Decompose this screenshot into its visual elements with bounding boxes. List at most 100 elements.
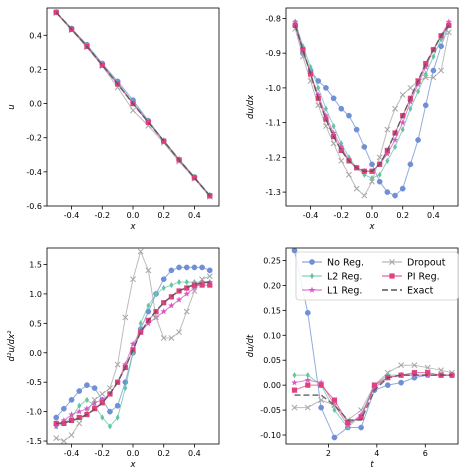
- data-point: [422, 74, 429, 81]
- x-tick-label: 2: [326, 449, 331, 458]
- data-point: [385, 157, 390, 164]
- x-tick-label: -0.2: [333, 211, 349, 220]
- data-point: [184, 285, 190, 291]
- series-l2-reg: [292, 372, 454, 431]
- data-point: [76, 388, 83, 394]
- x-axis-label: t: [370, 460, 374, 470]
- x-axis-label: x: [368, 222, 375, 232]
- data-point: [76, 420, 83, 427]
- data-point: [292, 22, 298, 28]
- data-point: [318, 382, 324, 388]
- data-point: [317, 379, 325, 386]
- data-point: [130, 107, 136, 114]
- legend-label: Exact: [407, 286, 434, 297]
- series-exact: [294, 24, 450, 173]
- data-point: [91, 399, 98, 406]
- series-dropout: [53, 248, 213, 444]
- legend-label: Dropout: [407, 258, 446, 269]
- data-point: [175, 296, 183, 303]
- data-point: [131, 349, 135, 356]
- series-line: [56, 281, 210, 425]
- x-tick-label: 0.2: [157, 211, 170, 220]
- data-point: [69, 414, 74, 421]
- data-point: [376, 154, 383, 161]
- data-point: [304, 376, 312, 383]
- data-point: [398, 372, 404, 378]
- data-point: [169, 281, 174, 289]
- data-point: [99, 62, 105, 68]
- x-tick-label: 0.0: [366, 211, 379, 220]
- data-point: [145, 119, 151, 125]
- legend-frame: [295, 251, 459, 301]
- x-tick-label: 4: [374, 449, 379, 458]
- data-point: [371, 382, 378, 388]
- data-point: [122, 314, 129, 321]
- data-point: [60, 417, 68, 424]
- data-point: [438, 367, 444, 374]
- data-point: [154, 290, 159, 298]
- y-tick-label: 0.5: [29, 319, 42, 328]
- y-tick-label: 0.05: [263, 356, 281, 365]
- data-point: [445, 29, 452, 36]
- y-tick-label: -0.8: [265, 14, 281, 23]
- legend-swatch-marker: [309, 259, 315, 265]
- data-point: [84, 396, 89, 403]
- y-tick-label: 1.0: [29, 290, 42, 299]
- data-point: [331, 397, 338, 403]
- data-point: [357, 411, 365, 418]
- data-point: [291, 248, 298, 254]
- series-l1-reg: [291, 371, 456, 428]
- data-point: [323, 116, 329, 122]
- x-axis-label: x: [129, 460, 136, 470]
- data-point: [305, 372, 310, 379]
- y-tick-label: 0.20: [263, 281, 281, 290]
- y-tick-label: -1.2: [265, 153, 281, 162]
- chart-panel-3: -0.4 -0.2 0.0 0.2 0.4 -1.5 -1.0 -0.5 0.0 0.5 1.0 1.…: [7, 247, 220, 470]
- y-tick-label: 0.00: [263, 381, 281, 390]
- chart-panel-4: 2 4 6 -0.10 -0.05 0.00 0.05 0.10 0.15 0.20 0.25 t du…: [246, 247, 459, 470]
- data-point: [315, 91, 322, 98]
- data-point: [416, 88, 421, 95]
- data-point: [206, 273, 213, 280]
- y-tick-label: 0.15: [263, 306, 281, 315]
- data-point: [399, 119, 406, 126]
- y-tick-label: -0.05: [260, 406, 281, 415]
- data-point: [52, 422, 60, 430]
- data-point: [53, 414, 60, 421]
- series-exact: [55, 11, 211, 197]
- legend-entry: L1 Reg.: [302, 286, 362, 297]
- data-point: [191, 175, 198, 181]
- data-point: [384, 369, 391, 376]
- data-point: [161, 284, 166, 292]
- y-tick-label: -0.6: [26, 202, 42, 211]
- legend-swatch-marker: [308, 286, 316, 293]
- data-point: [332, 406, 337, 414]
- data-point: [415, 137, 421, 143]
- legend-swatch-marker: [389, 259, 395, 265]
- data-point: [384, 126, 391, 133]
- data-point: [184, 279, 189, 286]
- data-point: [305, 382, 311, 388]
- data-point: [422, 102, 429, 109]
- data-point: [300, 47, 306, 53]
- data-point: [411, 362, 418, 369]
- legend-entry: No Reg.: [302, 258, 364, 269]
- data-point: [168, 335, 175, 342]
- data-point: [323, 105, 328, 112]
- data-point: [145, 319, 152, 327]
- data-point: [331, 123, 336, 130]
- data-point: [430, 74, 437, 81]
- data-point: [422, 63, 429, 70]
- data-point: [68, 417, 75, 424]
- legend-entry: Dropout: [382, 258, 446, 269]
- x-tick-label: 0.4: [427, 211, 440, 220]
- y-tick-label: -1.1: [265, 119, 281, 128]
- data-point: [330, 129, 337, 136]
- data-point: [423, 60, 429, 67]
- data-point: [369, 161, 375, 168]
- data-point: [161, 300, 167, 306]
- data-point: [318, 404, 324, 411]
- data-point: [146, 302, 151, 309]
- series-pi-reg: [291, 370, 455, 426]
